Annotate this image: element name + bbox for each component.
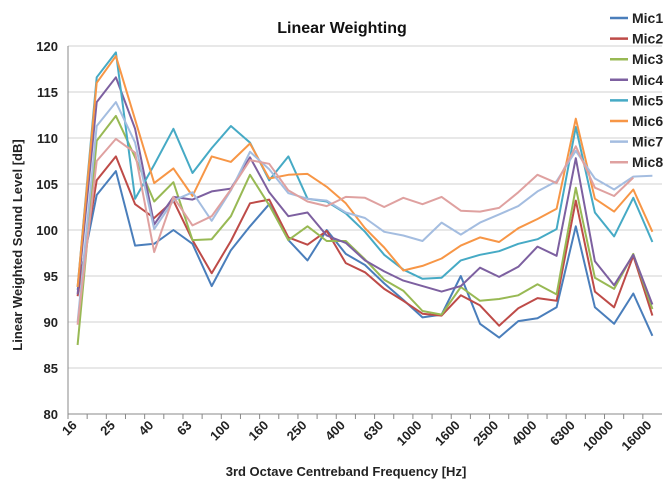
x-axis-title: 3rd Octave Centreband Frequency [Hz]	[226, 464, 467, 479]
series-line-mic6	[76, 55, 654, 288]
series-line-mic5	[76, 51, 654, 288]
legend-label: Mic6	[632, 113, 663, 129]
y-tick-label: 100	[36, 223, 58, 238]
legend-label: Mic4	[632, 72, 663, 88]
series-line-mic8	[76, 137, 634, 325]
legend-label: Mic2	[632, 31, 663, 47]
legend-label: Mic3	[632, 51, 663, 67]
series-mic8	[76, 137, 634, 325]
series-line-mic1	[76, 170, 654, 339]
series-mic1	[76, 170, 654, 339]
series-mic6	[76, 55, 654, 288]
series-mic5	[76, 51, 654, 288]
legend: Mic1 Mic2 Mic3 Mic4 Mic5 Mic6 Mic7 Mic8	[610, 10, 663, 170]
y-tick-label: 90	[44, 315, 58, 330]
y-tick-label: 115	[37, 85, 58, 100]
legend-label: Mic5	[632, 92, 663, 108]
y-tick-label: 95	[44, 269, 58, 284]
y-tick-label: 85	[44, 361, 58, 376]
series-lines	[76, 51, 654, 346]
y-tick-label: 110	[37, 131, 58, 146]
legend-label: Mic7	[632, 134, 663, 150]
y-axis-title: Linear Weighted Sound Level [dB]	[10, 139, 25, 350]
chart-title: Linear Weighting	[277, 20, 406, 37]
legend-label: Mic1	[632, 10, 663, 26]
y-tick-label: 105	[36, 177, 58, 192]
y-tick-label: 120	[36, 39, 58, 54]
legend-label: Mic8	[632, 154, 663, 170]
y-tick-label: 80	[44, 407, 58, 422]
